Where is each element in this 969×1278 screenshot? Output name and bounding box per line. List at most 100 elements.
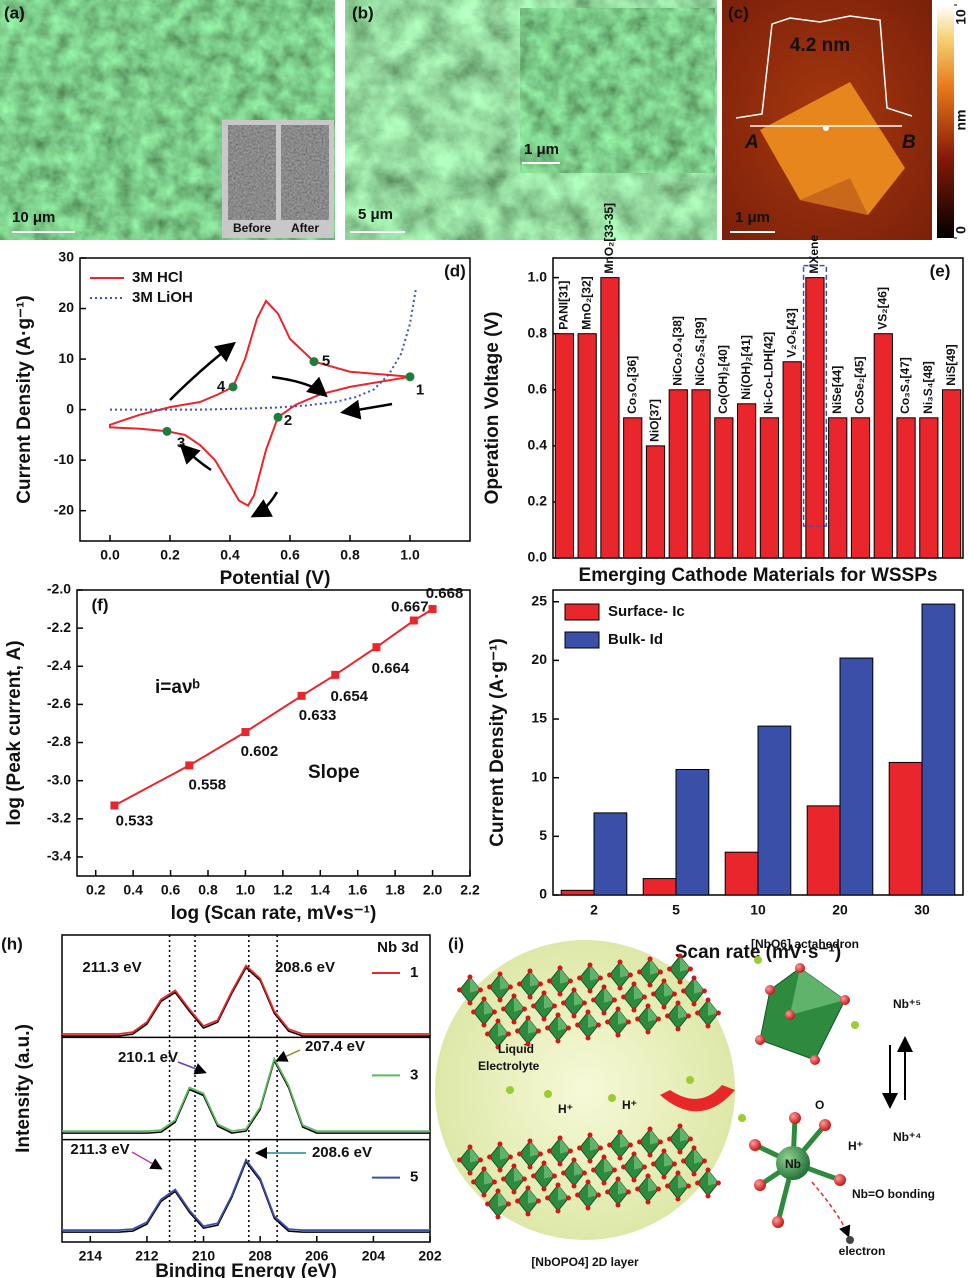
- oxygen-atom: [547, 1149, 552, 1154]
- profile-end: A: [744, 132, 759, 153]
- peak-label: 207.4 eV: [305, 1038, 365, 1055]
- oxygen-atom: [602, 1011, 607, 1016]
- octahedron-title: [NbO6] actahedron: [751, 937, 859, 951]
- electron-label: electron: [839, 1244, 886, 1258]
- oxygen-atom: [517, 1152, 522, 1157]
- oxygen-atom: [632, 982, 637, 987]
- oxygen-atom: [618, 986, 623, 991]
- oxygen-atom: [478, 988, 483, 993]
- cv-curve: [110, 301, 410, 506]
- oxygen-atom: [542, 1187, 547, 1192]
- oxygen-atom: [651, 1162, 656, 1167]
- bar: [692, 390, 710, 558]
- bond-label: Nb=O bonding: [852, 1187, 935, 1201]
- oxygen-atom: [678, 980, 683, 985]
- x-tick-label: 202: [418, 1248, 442, 1264]
- oxygen-atom: [547, 979, 552, 984]
- profile-end: B: [902, 132, 916, 153]
- y-tick-label: 0: [66, 400, 74, 416]
- oxygen-atom: [498, 1142, 503, 1147]
- legend-label: 3M HCl: [132, 269, 183, 286]
- profile-height: 4.2 nm: [790, 35, 850, 56]
- panel-label: (a): [4, 3, 25, 22]
- data-point: [372, 643, 380, 651]
- panel-label: (d): [444, 261, 466, 280]
- raw-spectrum: [62, 968, 430, 1036]
- y-tick-label: -20: [54, 501, 74, 517]
- oxygen-atom: [648, 1127, 653, 1132]
- oxygen-atom: [646, 1174, 651, 1179]
- oxygen-atom: [616, 1033, 621, 1038]
- oxygen-atom: [577, 976, 582, 981]
- y-tick-label: 20: [58, 299, 74, 315]
- oxygen-atom: [482, 997, 487, 1002]
- oxygen-atom: [487, 985, 492, 990]
- oxygen-atom: [612, 1168, 617, 1173]
- oxygen-atom: [572, 1158, 577, 1163]
- oxygen-atom: [706, 1024, 711, 1029]
- oxygen-atom: [501, 1007, 506, 1012]
- bar: [715, 418, 733, 558]
- oxygen-atom: [575, 1023, 580, 1028]
- y-axis-title: Operation Voltage (V): [482, 312, 503, 505]
- x-axis-title: log (Scan rate, mV•s⁻¹): [171, 903, 377, 924]
- scale-bar-label: 10 μm: [12, 209, 55, 226]
- oxygen-atom: [602, 985, 607, 990]
- proton: [738, 1114, 746, 1122]
- oxygen-atom: [528, 995, 533, 1000]
- oxygen-atom: [588, 963, 593, 968]
- plot-frame: [62, 935, 430, 1242]
- oxygen-atom: [512, 1164, 517, 1169]
- x-tick-label: 20: [832, 902, 848, 918]
- bar: [669, 390, 687, 558]
- y-tick-label: 25: [531, 592, 547, 608]
- y-tick-label: 0.8: [528, 324, 548, 340]
- oxygen-atom: [528, 1139, 533, 1144]
- oxygen-atom: [536, 1029, 541, 1034]
- oxygen-atom: [692, 1172, 697, 1177]
- oxygen-atom: [642, 1165, 647, 1170]
- x-tick-label: 1.2: [273, 882, 293, 898]
- bar-label: NiSe[44]: [830, 366, 844, 414]
- x-axis-title: Potential (V): [220, 568, 331, 589]
- oxygen-atom: [457, 988, 462, 993]
- oxygen-atom: [528, 1165, 533, 1170]
- oxygen-atom: [616, 1177, 621, 1182]
- bar-label: VS₂[46]: [875, 287, 889, 330]
- oxygen-atom: [621, 995, 626, 1000]
- oxygen-atom: [572, 1184, 577, 1189]
- y-tick-label: -2.6: [47, 695, 71, 711]
- oxygen-atom: [637, 970, 642, 975]
- bar: [561, 890, 594, 895]
- oxygen-atom: [642, 995, 647, 1000]
- oxygen-atom: [485, 1202, 490, 1207]
- oxygen-atom: [591, 998, 596, 1003]
- oxygen-atom: [810, 1055, 820, 1065]
- oxygen-atom: [522, 1007, 527, 1012]
- oxygen-atom: [498, 972, 503, 977]
- y-tick-label: 0.0: [528, 549, 548, 565]
- y-axis-title: Intensity (a.u.): [13, 1024, 34, 1153]
- particle: [823, 125, 829, 131]
- y-tick-label: 0: [539, 886, 547, 902]
- oxygen-atom: [646, 1004, 651, 1009]
- oxygen-atom: [648, 983, 653, 988]
- x-tick-label: 2: [590, 902, 598, 918]
- colorbar-label: nm: [953, 110, 969, 131]
- data-point: [331, 671, 339, 679]
- bar: [829, 418, 847, 558]
- equation: i=aνᵇ: [155, 677, 200, 698]
- x-tick-label: 2.2: [460, 882, 480, 898]
- x-tick-label: 0.4: [220, 547, 240, 563]
- y-tick-label: -3.2: [47, 810, 71, 826]
- legend-swatch: [565, 632, 599, 648]
- proton: [506, 1086, 514, 1094]
- peak-label: 211.3 eV: [82, 959, 141, 976]
- y-tick-label: 15: [531, 710, 547, 726]
- proton: [544, 1090, 552, 1098]
- oxygen-atom: [542, 1161, 547, 1166]
- oxygen-atom: [795, 963, 805, 973]
- electron-path: [812, 1182, 848, 1235]
- oxygen-atom: [468, 1171, 473, 1176]
- bar: [601, 278, 619, 558]
